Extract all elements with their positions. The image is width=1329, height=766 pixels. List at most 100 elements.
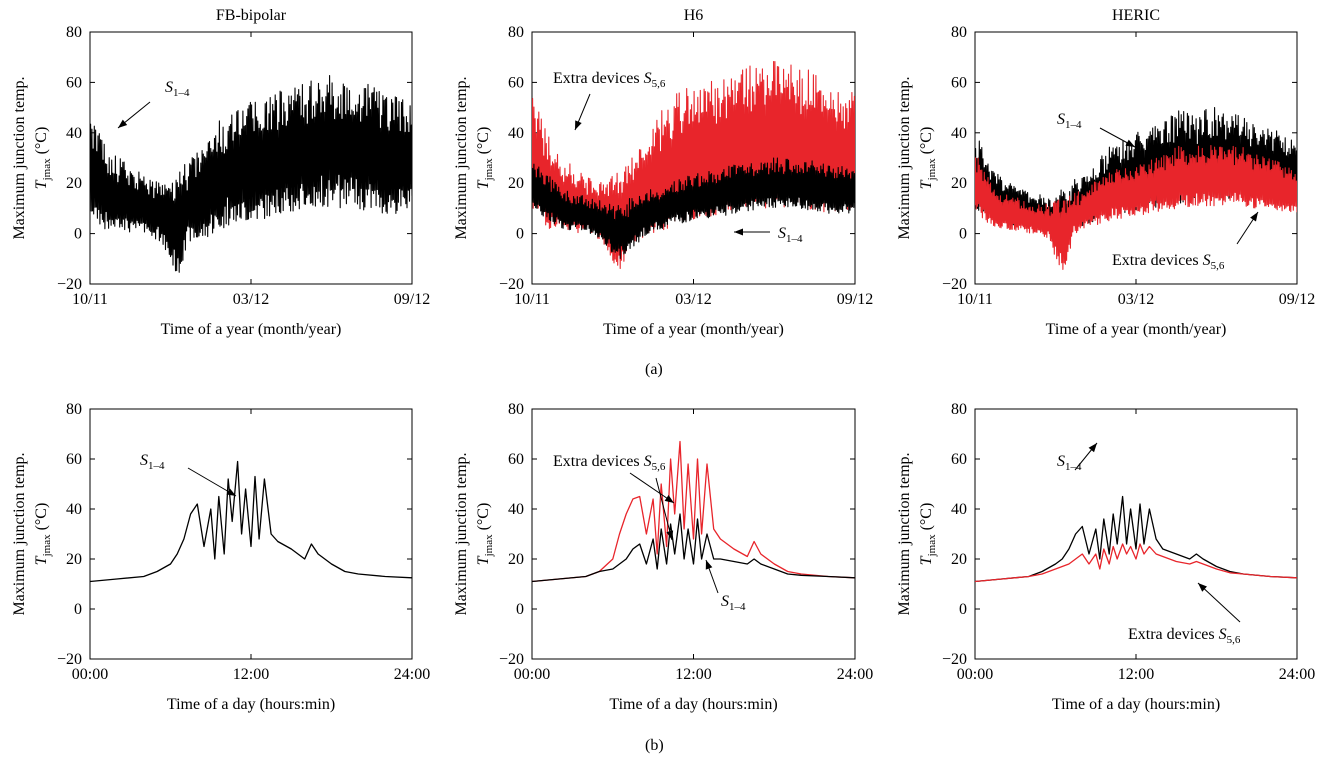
series-s5-6 bbox=[532, 440, 855, 583]
annotation-arrow-head bbox=[118, 119, 128, 128]
x-tick-label: 00:00 bbox=[514, 666, 550, 683]
y-axis-label-line1: Maximum junction temp. bbox=[896, 452, 913, 615]
chart-panel-1: FB-bipolar −20 0 20 40 60 80 10/11 03/12 09/12 Tim… bbox=[11, 7, 430, 338]
annotation-arrow-head bbox=[664, 495, 674, 503]
plot-frame bbox=[974, 408, 1298, 660]
annotation-arrow-head bbox=[226, 488, 236, 496]
y-tick-label: 20 bbox=[66, 175, 82, 192]
panel-label-a: (a) bbox=[645, 361, 663, 378]
annotation-label: Extra devices S5,6 bbox=[553, 453, 666, 473]
y-axis-label-line1: Maximum junction temp. bbox=[11, 452, 28, 615]
x-tick-label: 10/11 bbox=[514, 291, 550, 308]
y-tick-label: 80 bbox=[508, 24, 524, 41]
y-tick-label: 0 bbox=[959, 226, 967, 243]
series-group bbox=[975, 107, 1297, 270]
annotation-arrow-2-head bbox=[666, 530, 674, 540]
annotation-label: S1–4 bbox=[1057, 111, 1082, 131]
y-tick-label: 0 bbox=[959, 601, 967, 618]
y-axis-label-line2: Tjmax (°C) bbox=[918, 503, 938, 566]
y-tick-label: 20 bbox=[66, 551, 82, 568]
chart-title: FB-bipolar bbox=[216, 7, 287, 24]
x-axis-label: Time of a day (hours:min) bbox=[609, 696, 777, 713]
y-axis-label-line2: Tjmax (°C) bbox=[33, 503, 53, 566]
chart-panel-6: −20 0 20 40 60 80 00:00 12:00 24:00 Time of a day… bbox=[896, 401, 1315, 713]
y-axis-label-line2: Tjmax (°C) bbox=[475, 503, 495, 566]
x-tick-label: 03/12 bbox=[233, 291, 269, 308]
x-axis-label: Time of a year (month/year) bbox=[161, 321, 342, 338]
x-axis-label: Time of a year (month/year) bbox=[1046, 321, 1227, 338]
y-tick-label: −20 bbox=[942, 651, 967, 668]
chart-title: HERIC bbox=[1112, 7, 1160, 24]
x-axis-label: Time of a day (hours:min) bbox=[1052, 696, 1220, 713]
y-tick-label: −20 bbox=[57, 276, 82, 293]
series-group bbox=[532, 440, 855, 583]
y-tick-label: 40 bbox=[951, 125, 967, 142]
annotation-label: S1–4 bbox=[140, 452, 165, 472]
y-axis-label-line1: Maximum junction temp. bbox=[11, 76, 28, 239]
plot-frame bbox=[89, 408, 413, 660]
y-axis-label-line2: Tjmax (°C) bbox=[918, 127, 938, 190]
series-s1-4 bbox=[975, 495, 1297, 583]
y-tick-label: −20 bbox=[499, 651, 524, 668]
x-tick-label: 09/12 bbox=[1279, 291, 1315, 308]
y-tick-label: 60 bbox=[508, 74, 524, 91]
chart-panel-3: HERIC −20 0 20 40 60 80 10/11 03/12 09/12 Time of … bbox=[896, 7, 1315, 338]
annotation-arrow-head bbox=[1088, 443, 1097, 453]
y-tick-label: 20 bbox=[951, 175, 967, 192]
annotation-arrow-head bbox=[734, 228, 743, 236]
x-tick-label: 09/12 bbox=[394, 291, 430, 308]
x-tick-label: 00:00 bbox=[72, 666, 108, 683]
annotation-label: Extra devices S5,6 bbox=[1112, 252, 1225, 272]
y-tick-label: −20 bbox=[942, 276, 967, 293]
y-tick-label: 40 bbox=[508, 501, 524, 518]
annotation-label: S1–4 bbox=[1057, 453, 1082, 473]
annotation-label: S1–4 bbox=[165, 79, 190, 99]
series-s1-4 bbox=[90, 460, 412, 583]
series-s5-6 bbox=[532, 61, 855, 270]
chart-panel-5: −20 0 20 40 60 80 00:00 12:00 24:00 Time of a day… bbox=[453, 401, 873, 713]
y-tick-label: 0 bbox=[74, 226, 82, 243]
y-tick-label: 80 bbox=[508, 401, 524, 418]
x-tick-label: 24:00 bbox=[837, 666, 873, 683]
y-tick-label: 40 bbox=[508, 125, 524, 142]
y-tick-label: 60 bbox=[951, 74, 967, 91]
y-axis-label-line1: Maximum junction temp. bbox=[453, 76, 470, 239]
x-axis-label: Time of a year (month/year) bbox=[603, 321, 784, 338]
y-tick-label: 80 bbox=[951, 24, 967, 41]
y-tick-label: 80 bbox=[66, 24, 82, 41]
annotation-arrow-head bbox=[705, 560, 713, 570]
series-s1-4 bbox=[532, 157, 855, 260]
panel-label-b: (b) bbox=[645, 737, 664, 754]
y-tick-label: 0 bbox=[516, 226, 524, 243]
x-tick-label: 24:00 bbox=[1279, 666, 1315, 683]
x-tick-label: 00:00 bbox=[957, 666, 993, 683]
series-s5-6 bbox=[975, 543, 1297, 583]
series-s5-6 bbox=[975, 144, 1297, 270]
y-tick-label: 0 bbox=[516, 601, 524, 618]
annotation-label: Extra devices S5,6 bbox=[553, 70, 666, 90]
y-tick-label: 60 bbox=[66, 74, 82, 91]
y-tick-label: 60 bbox=[66, 451, 82, 468]
x-tick-label: 12:00 bbox=[675, 666, 711, 683]
annotation-arrow-head bbox=[1125, 139, 1135, 147]
y-tick-label: 80 bbox=[66, 401, 82, 418]
y-tick-label: 20 bbox=[508, 551, 524, 568]
y-tick-label: 40 bbox=[66, 125, 82, 142]
annotation-arrow-head bbox=[1198, 583, 1207, 592]
y-tick-label: 80 bbox=[951, 401, 967, 418]
x-tick-label: 03/12 bbox=[1118, 291, 1154, 308]
chart-title: H6 bbox=[684, 7, 704, 24]
series-s1-4 bbox=[532, 513, 855, 583]
chart-panel-4: −20 0 20 40 60 80 00:00 12:00 24:00 Time of a day… bbox=[11, 401, 430, 713]
series-group bbox=[90, 75, 412, 273]
y-tick-label: 40 bbox=[66, 501, 82, 518]
x-tick-label: 03/12 bbox=[675, 291, 711, 308]
y-tick-label: 60 bbox=[951, 451, 967, 468]
x-axis-label: Time of a day (hours:min) bbox=[167, 696, 335, 713]
x-tick-label: 10/11 bbox=[72, 291, 108, 308]
y-tick-label: 20 bbox=[951, 551, 967, 568]
annotation-label: S1–4 bbox=[721, 593, 746, 613]
chart-panel-2: H6 −20 0 20 40 60 80 10/11 03/12 09/12 Time of a y… bbox=[453, 7, 873, 338]
